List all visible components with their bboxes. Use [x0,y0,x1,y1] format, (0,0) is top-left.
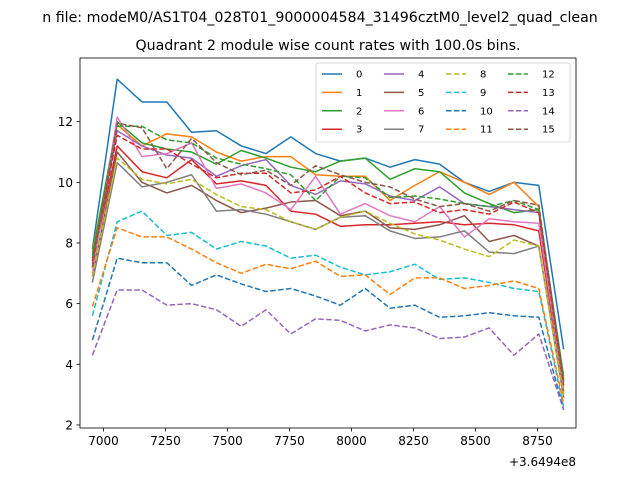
legend-label-13: 13 [542,88,555,99]
x-tick-label: 8500 [460,434,491,448]
legend-label-4: 4 [418,70,424,81]
y-tick-label: 2 [65,418,73,432]
series-line-4 [91,130,565,383]
series-line-0 [91,78,565,350]
y-tick-label: 8 [65,237,73,251]
x-tick-label: 7750 [274,434,305,448]
chart-title: Quadrant 2 module wise count rates with … [135,38,520,54]
legend-label-12: 12 [542,70,555,81]
legend-label-0: 0 [356,70,362,81]
series-line-5 [91,151,565,395]
series-line-9 [91,210,565,407]
x-tick-label: 7250 [150,434,181,448]
series-line-14 [91,289,565,411]
y-tick-label: 12 [58,115,73,129]
legend-label-10: 10 [480,106,493,117]
legend-label-9: 9 [480,88,486,99]
legend-label-14: 14 [542,106,555,117]
series-line-10 [91,257,565,410]
legend-label-2: 2 [356,106,362,117]
y-tick-label: 10 [58,176,73,190]
series-line-3 [91,145,565,392]
legend-frame [315,62,571,143]
legend-label-1: 1 [356,88,362,99]
legend-label-11: 11 [480,125,493,136]
legend-label-5: 5 [418,88,424,99]
series-layer [91,78,565,411]
series-line-7 [91,161,565,398]
x-axis: 7000 7250 7500 7750 8000 8250 8500 8750 [88,428,553,448]
x-tick-label: 7000 [88,434,119,448]
series-line-11 [91,227,565,404]
x-tick-label: 8000 [336,434,367,448]
legend-label-6: 6 [418,106,424,117]
figure-suptitle: n file: modeM0/AS1T04_028T01_9000004584_… [42,10,598,26]
legend-label-8: 8 [480,70,486,81]
x-tick-label: 8750 [522,434,553,448]
series-line-12 [91,125,565,380]
legend-label-15: 15 [542,125,555,136]
legend-label-7: 7 [418,125,424,136]
series-line-1 [91,123,565,380]
y-tick-label: 4 [65,358,73,372]
x-tick-label: 8250 [398,434,429,448]
legend-label-3: 3 [356,125,362,136]
series-line-13 [91,134,565,386]
y-tick-label: 6 [65,297,73,311]
x-axis-offset-label: +3.6494e8 [509,455,576,469]
series-line-15 [91,122,565,383]
x-tick-label: 7500 [212,434,243,448]
y-axis: 2 4 6 8 10 12 [58,115,80,432]
series-line-8 [91,157,565,395]
series-line-2 [91,120,565,377]
